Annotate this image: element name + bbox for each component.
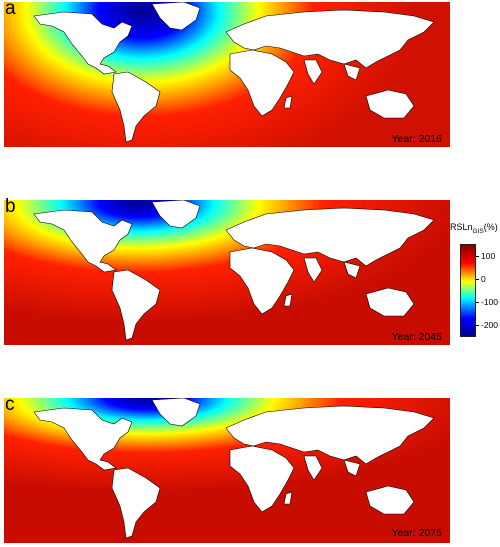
continents-c [33, 398, 435, 539]
colorbar-tick-label: -100 [481, 297, 499, 308]
year-label: Year: 2016 [391, 133, 442, 145]
year-label: Year: 2045 [391, 331, 442, 343]
continents-b [33, 200, 435, 341]
map-b [4, 200, 450, 345]
colorbar-tick-mark [476, 302, 479, 304]
colorbar-tick-mark [476, 255, 479, 257]
map-a [4, 2, 450, 147]
map-c [4, 398, 450, 543]
map-panel-b: b Year: 2045 [4, 196, 450, 345]
panel-label: c [5, 394, 15, 415]
map-panel-a: a Year: 2016 [4, 0, 450, 147]
colorbar-tick-mark [476, 325, 479, 327]
colorbar-tick-label: 0 [481, 273, 486, 284]
year-label: Year: 2075 [391, 527, 442, 539]
colorbar-tick-label: 100 [481, 250, 496, 261]
colorbar [460, 244, 476, 337]
colorbar-title-sub: GIS [472, 227, 484, 235]
colorbar-tick-mark [476, 278, 479, 280]
continents-a [33, 2, 435, 143]
colorbar-title: RSLnGIS(%) [450, 222, 498, 235]
colorbar-tick-label: -200 [481, 320, 499, 331]
colorbar-title-unit: (%) [483, 222, 498, 232]
panel-label: b [5, 196, 16, 217]
colorbar-title-main: RSLn [450, 222, 473, 232]
map-panel-c: c Year: 2075 [4, 394, 450, 543]
panel-label: a [5, 0, 16, 19]
